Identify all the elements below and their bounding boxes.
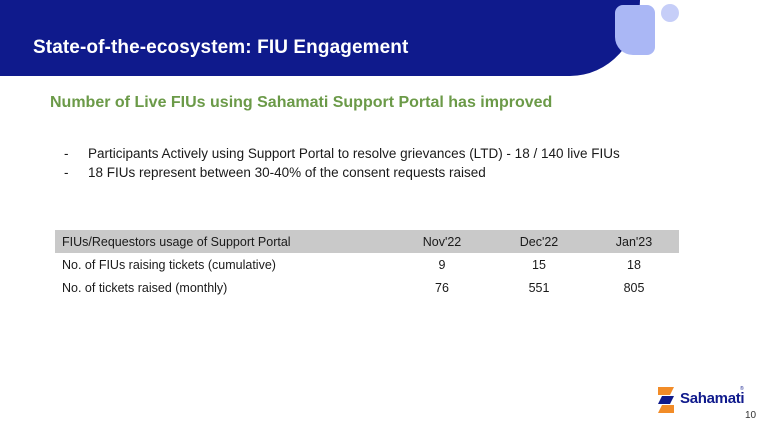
table-cell: 76 <box>435 280 449 295</box>
usage-table: FIUs/Requestors usage of Support Portal … <box>55 230 679 299</box>
logo-trademark: ® <box>740 386 744 392</box>
bullet-item: - 18 FIUs represent between 30-40% of th… <box>64 164 654 181</box>
table-header-cell: Nov'22 <box>395 230 489 253</box>
table-cell: 9 <box>438 257 446 272</box>
table-cell: 551 <box>528 280 550 295</box>
table-cell: 18 <box>627 257 641 272</box>
decorative-circle <box>661 4 679 22</box>
slide-title: State-of-the-ecosystem: FIU Engagement <box>33 37 409 58</box>
decorative-rounded-rect <box>615 5 655 55</box>
page-number: 10 <box>745 410 757 421</box>
bullet-list: - Participants Actively using Support Po… <box>64 145 654 183</box>
table-cell: 15 <box>532 257 546 272</box>
bullet-text: 18 FIUs represent between 30-40% of the … <box>88 165 486 180</box>
sahamati-logo-mark-icon <box>658 387 674 413</box>
table-header-row: FIUs/Requestors usage of Support Portal … <box>55 230 679 253</box>
table-cell: No. of tickets raised (monthly) <box>62 280 228 295</box>
sahamati-logo: Sahamati ® <box>653 383 748 415</box>
bullet-item: - Participants Actively using Support Po… <box>64 145 654 162</box>
table-header-cell: Dec'22 <box>489 230 589 253</box>
table-row: No. of FIUs raising tickets (cumulative)… <box>55 253 679 276</box>
table-row: No. of tickets raised (monthly) 76 551 8… <box>55 276 679 299</box>
table-cell: 805 <box>623 280 645 295</box>
slide-subtitle: Number of Live FIUs using Sahamati Suppo… <box>50 94 553 111</box>
bullet-marker: - <box>64 165 69 180</box>
title-banner <box>0 0 640 76</box>
bullet-marker: - <box>64 146 69 161</box>
bullet-text: Participants Actively using Support Port… <box>88 146 620 161</box>
table-cell: No. of FIUs raising tickets (cumulative) <box>62 257 276 272</box>
table-header-cell: FIUs/Requestors usage of Support Portal <box>55 230 395 253</box>
table-header-cell: Jan'23 <box>589 230 679 253</box>
logo-text: Sahamati <box>680 390 745 407</box>
